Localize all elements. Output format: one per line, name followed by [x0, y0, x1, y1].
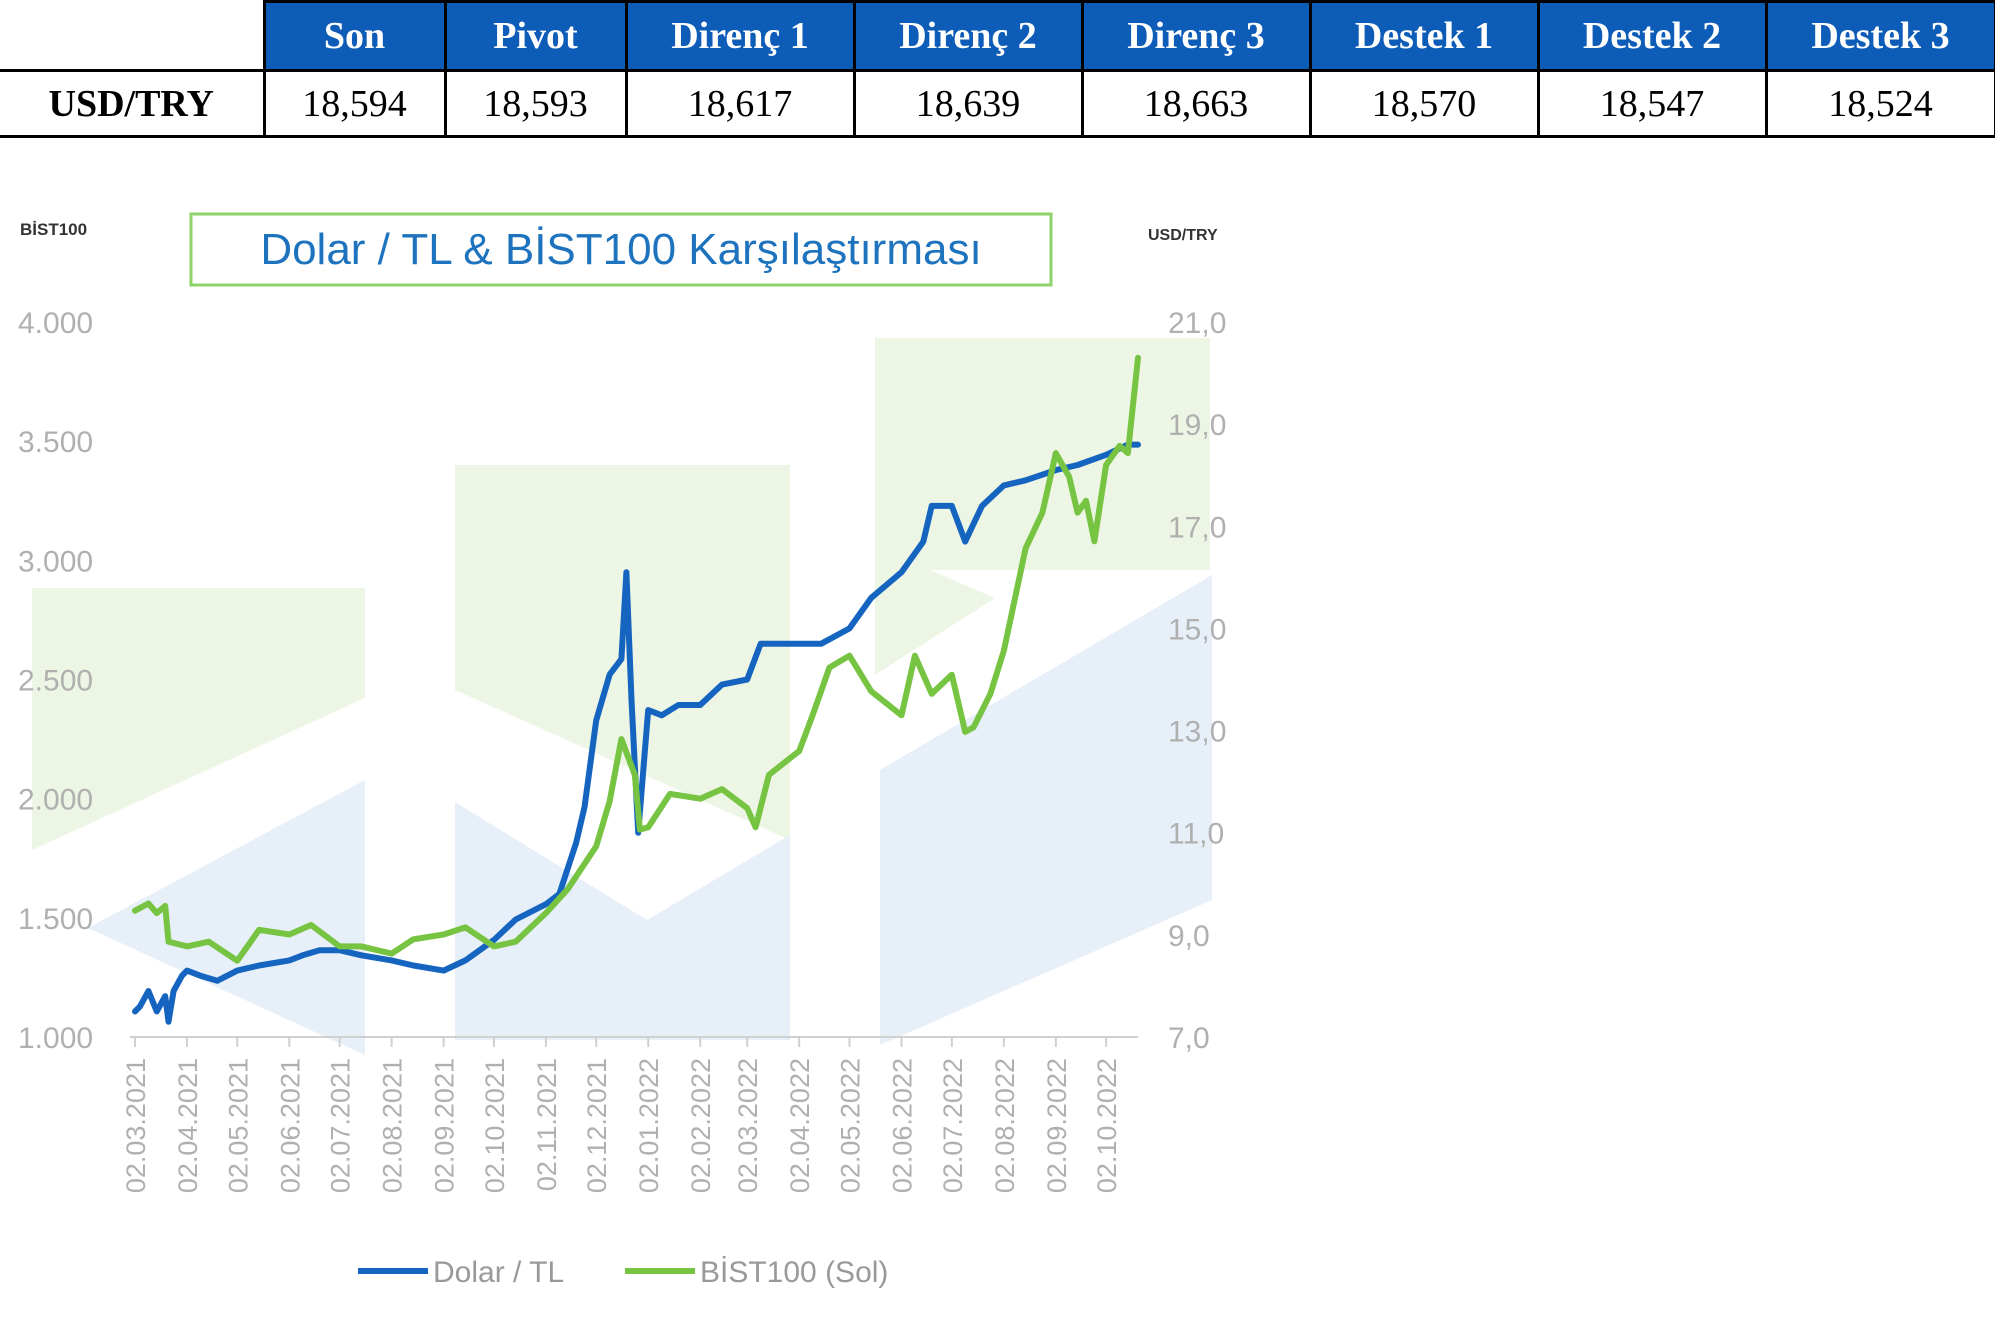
right-tick-label: 17,0: [1168, 511, 1226, 544]
header-destek-2: Destek 2: [1536, 0, 1768, 72]
x-tick-label: 02.04.2022: [785, 1058, 815, 1193]
x-tick-label: 02.10.2022: [1092, 1058, 1122, 1193]
x-tick-label: 02.06.2022: [888, 1058, 918, 1193]
series-line-dolar-tl: [132, 441, 1141, 1025]
value-direnc-1: 18,617: [624, 69, 856, 138]
left-tick-label: 2.500: [18, 665, 93, 698]
usd-try-levels-table: Son Pivot Direnç 1 Direnç 2 Direnç 3 Des…: [0, 0, 1995, 138]
legend: Dolar / TL BİST100 (Sol): [358, 1256, 888, 1289]
x-tick-label: 02.08.2022: [990, 1058, 1020, 1193]
header-direnc-3: Direnç 3: [1080, 0, 1312, 72]
right-axis-ticks: 21,0 19,0 17,0 15,0 13,0 11,0 9,0 7,0: [1168, 307, 1226, 1055]
left-tick-label: 2.000: [18, 784, 93, 817]
x-axis-ticks: 02.03.2021 02.04.2021 02.05.2021 02.06.2021…: [121, 1037, 1122, 1193]
left-tick-label: 4.000: [18, 307, 93, 340]
value-direnc-3: 18,663: [1080, 69, 1312, 138]
left-tick-label: 3.500: [18, 426, 93, 459]
value-destek-3: 18,524: [1764, 69, 1995, 138]
row-label-usd-try: USD/TRY: [0, 69, 266, 138]
legend-label-bist: BİST100 (Sol): [700, 1256, 888, 1289]
right-tick-label: 21,0: [1168, 307, 1226, 340]
left-axis-label: BİST100: [20, 220, 87, 239]
header-son: Son: [262, 0, 447, 72]
x-tick-label: 02.05.2022: [836, 1058, 866, 1193]
value-direnc-2: 18,639: [852, 69, 1084, 138]
x-tick-label: 02.03.2021: [121, 1058, 151, 1193]
x-tick-label: 02.02.2022: [686, 1058, 716, 1193]
x-tick-label: 02.01.2022: [634, 1058, 664, 1193]
right-tick-label: 9,0: [1168, 920, 1210, 953]
left-axis-ticks: 4.000 3.500 3.000 2.500 2.000 1.500 1.000: [18, 307, 93, 1055]
x-tick-label: 02.12.2021: [582, 1058, 612, 1193]
x-tick-label: 02.09.2021: [430, 1058, 460, 1193]
right-tick-label: 13,0: [1168, 716, 1226, 749]
chart-title-box: [189, 212, 1053, 287]
header-pivot: Pivot: [443, 0, 628, 72]
left-tick-label: 1.000: [18, 1022, 93, 1055]
x-tick-label: 02.03.2022: [733, 1058, 763, 1193]
right-tick-label: 15,0: [1168, 613, 1226, 646]
right-axis-label: USD/TRY: [1148, 227, 1218, 244]
header-corner-cell: [0, 1, 266, 72]
dolar-bist-comparison-chart: Dolar / TL & BİST100 Karşılaştırması BİS…: [18, 212, 1226, 1289]
x-tick-label: 02.10.2021: [480, 1058, 510, 1193]
x-tick-label: 02.08.2021: [378, 1058, 408, 1193]
x-tick-label: 02.09.2022: [1042, 1058, 1072, 1193]
series-lines: [132, 354, 1141, 1025]
legend-label-dolar: Dolar / TL: [433, 1256, 564, 1289]
value-destek-1: 18,570: [1308, 69, 1540, 138]
x-tick-label: 02.05.2021: [223, 1058, 253, 1193]
x-tick-label: 02.07.2022: [938, 1058, 968, 1193]
x-tick-label: 02.06.2021: [275, 1058, 305, 1193]
right-tick-label: 19,0: [1168, 409, 1226, 442]
header-direnc-1: Direnç 1: [624, 0, 856, 72]
value-pivot: 18,593: [443, 69, 628, 138]
table-row: USD/TRY 18,594 18,593 18,617 18,639 18,6…: [0, 69, 1995, 138]
left-tick-label: 3.000: [18, 545, 93, 578]
header-destek-1: Destek 1: [1308, 0, 1540, 72]
background-watermark: [32, 338, 1212, 1055]
table-header-row: Son Pivot Direnç 1 Direnç 2 Direnç 3 Des…: [0, 0, 1995, 72]
x-tick-label: 02.04.2021: [173, 1058, 203, 1193]
x-tick-label: 02.07.2021: [326, 1058, 356, 1193]
header-direnc-2: Direnç 2: [852, 0, 1084, 72]
right-tick-label: 7,0: [1168, 1022, 1210, 1055]
value-destek-2: 18,547: [1536, 69, 1768, 138]
left-tick-label: 1.500: [18, 903, 93, 936]
value-son: 18,594: [262, 69, 447, 138]
series-line-bist100: [132, 354, 1141, 964]
right-tick-label: 11,0: [1168, 818, 1224, 851]
x-tick-label: 02.11.2021: [532, 1058, 562, 1191]
chart-title: Dolar / TL & BİST100 Karşılaştırması: [260, 225, 981, 274]
header-destek-3: Destek 3: [1764, 0, 1995, 72]
